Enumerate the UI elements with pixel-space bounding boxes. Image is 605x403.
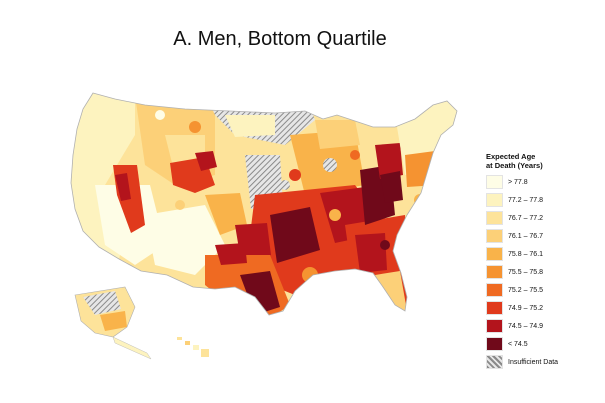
legend-item: 74.5 – 74.9 xyxy=(486,319,601,333)
legend-swatch xyxy=(486,319,503,333)
alaska xyxy=(74,286,152,360)
legend-label: > 77.8 xyxy=(508,178,528,186)
legend-label: 74.5 – 74.9 xyxy=(508,322,544,330)
us-outline xyxy=(70,92,458,316)
legend: Expected Age at Death (Years) > 77.8 77.2… xyxy=(486,152,601,373)
legend-item: Insufficient Data xyxy=(486,355,601,369)
legend-swatch xyxy=(486,193,503,207)
legend-item: 75.5 – 75.8 xyxy=(486,265,601,279)
legend-label: 76.7 – 77.2 xyxy=(508,214,544,222)
legend-label: 77.2 – 77.8 xyxy=(508,196,544,204)
us-map-svg xyxy=(70,92,458,360)
legend-swatch xyxy=(486,247,503,261)
legend-label: 75.2 – 75.5 xyxy=(508,286,544,294)
legend-item: 76.7 – 77.2 xyxy=(486,211,601,225)
legend-item: 74.9 – 75.2 xyxy=(486,301,601,315)
legend-label: Insufficient Data xyxy=(508,358,559,366)
legend-label: < 74.5 xyxy=(508,340,528,348)
us-choropleth-map xyxy=(55,75,490,365)
legend-label: 74.9 – 75.2 xyxy=(508,304,544,312)
map-title: A. Men, Bottom Quartile xyxy=(173,28,387,50)
legend-item: < 74.5 xyxy=(486,337,601,351)
legend-label: 75.8 – 76.1 xyxy=(508,250,544,258)
legend-item: 76.1 – 76.7 xyxy=(486,229,601,243)
legend-label: 75.5 – 75.8 xyxy=(508,268,544,276)
legend-title: Expected Age at Death (Years) xyxy=(486,152,601,170)
legend-swatch xyxy=(486,283,503,297)
legend-swatch xyxy=(486,175,503,189)
legend-label: 76.1 – 76.7 xyxy=(508,232,544,240)
legend-title-line2: at Death (Years) xyxy=(486,161,543,170)
legend-items: > 77.8 77.2 – 77.8 76.7 – 77.2 76.1 – 76.7 7… xyxy=(486,175,601,369)
legend-swatch xyxy=(486,229,503,243)
legend-swatch xyxy=(486,355,503,369)
continental-us xyxy=(71,93,457,315)
legend-swatch xyxy=(486,265,503,279)
legend-item: 75.8 – 76.1 xyxy=(486,247,601,261)
legend-item: > 77.8 xyxy=(486,175,601,189)
legend-title-line1: Expected Age xyxy=(486,152,536,161)
legend-item: 77.2 – 77.8 xyxy=(486,193,601,207)
legend-swatch xyxy=(486,337,503,351)
legend-swatch xyxy=(486,301,503,315)
legend-item: 75.2 – 75.5 xyxy=(486,283,601,297)
hawaii xyxy=(177,337,209,357)
legend-swatch xyxy=(486,211,503,225)
